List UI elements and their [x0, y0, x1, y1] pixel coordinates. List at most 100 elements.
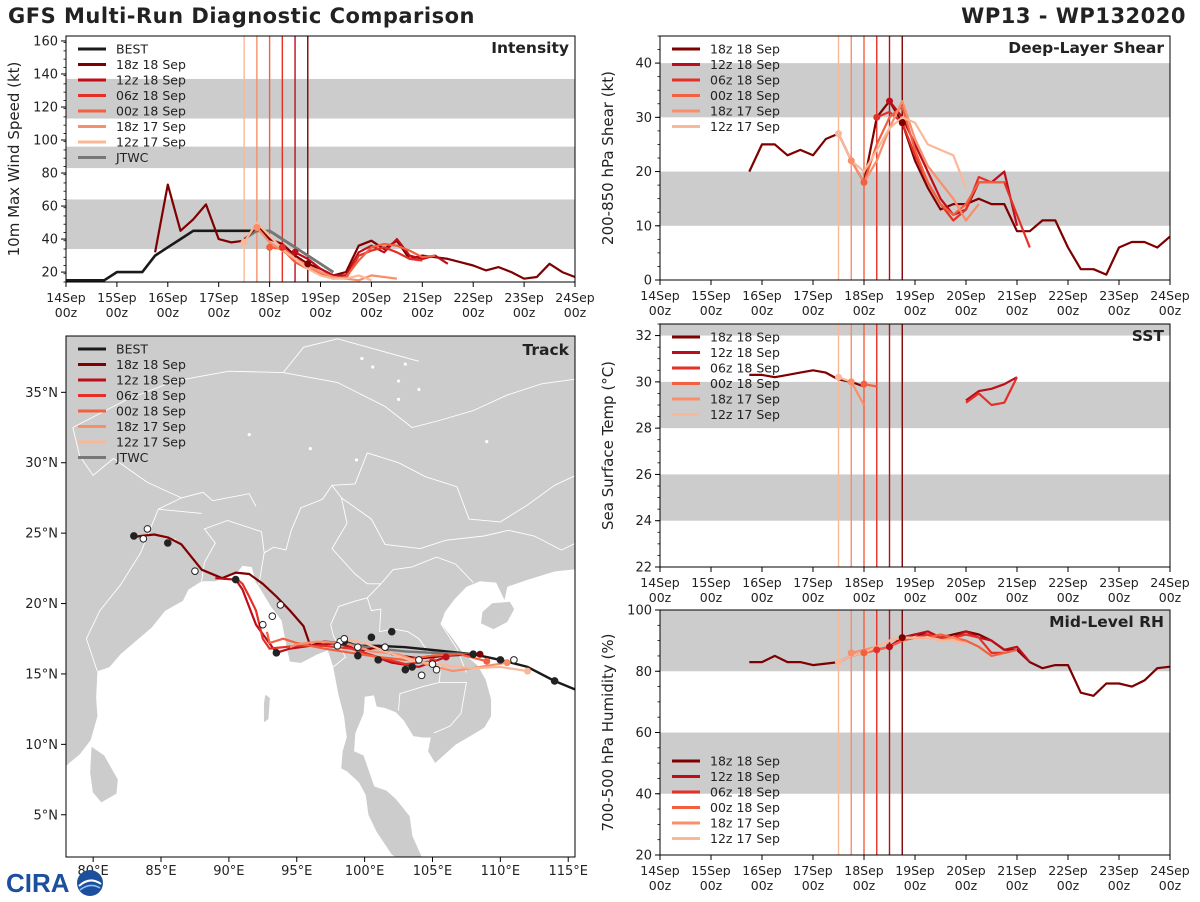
sst-xtick-label-7: 21Sep: [997, 575, 1037, 590]
rh-ytick-label-100: 100: [627, 604, 652, 619]
intensity-xtick-label-9: 23Sep: [504, 290, 544, 305]
lake-1: [417, 387, 421, 392]
intensity-xtick-sublabel-8: 00z: [462, 305, 485, 320]
sst-series-06z-18-sep: [965, 376, 1018, 407]
border-10: [331, 452, 575, 523]
rh-xtick-sublabel-0: 00z: [649, 878, 672, 893]
rh-xtick-label-0: 14Sep: [640, 863, 680, 878]
intensity-ytick-label-40: 40: [41, 233, 58, 248]
sst-init-point-00z-18-sep: [860, 380, 868, 388]
shear-panel: 01020304014Sep00z15Sep00z16Sep00z17Sep00…: [599, 35, 1190, 318]
intensity-init-point-18z-17-sep: [253, 224, 261, 232]
track-frame: [65, 335, 576, 858]
track-marker-1-10: [381, 643, 389, 651]
lake-4: [308, 447, 312, 451]
track-marker-1-1: [139, 534, 148, 543]
rh-xtick-label-2: 16Sep: [742, 863, 782, 878]
track-marker-0-1: [496, 656, 505, 664]
sst-legend-label-18z-17-sep: 18z 17 Sep: [710, 392, 780, 407]
shear-band-1: [660, 63, 1170, 118]
rh-ylabel: 700-500 hPa Humidity (%): [599, 633, 617, 831]
rh-xtick-sublabel-2: 00z: [751, 878, 774, 893]
track-marker-0-8: [408, 663, 416, 671]
track-marker-1-11: [428, 660, 437, 668]
intensity-title: Intensity: [491, 39, 569, 57]
shear-legend-label-12z-18-sep: 12z 18 Sep: [710, 57, 780, 72]
sst-series-12z-18-sep: [965, 376, 1018, 402]
shear-legend-label-00z-18-sep: 00z 18 Sep: [710, 88, 780, 103]
track-marker-0-4: [374, 656, 382, 664]
track-ytick-label-15: 15°N: [25, 667, 58, 682]
rh-xtick-sublabel-7: 00z: [1006, 878, 1029, 893]
sst-band-0: [660, 474, 1170, 521]
intensity-xtick-sublabel-0: 00z: [55, 305, 78, 320]
rh-xtick-label-6: 20Sep: [946, 863, 986, 878]
track-ytick-label-5: 5°N: [34, 808, 59, 823]
track-marker-1-9: [333, 641, 342, 650]
rh-band-1: [660, 610, 1170, 672]
rh-legend-label-12z-17-sep: 12z 17 Sep: [710, 831, 780, 846]
sst-xtick-label-6: 20Sep: [946, 575, 986, 590]
shear-series-00z-18-sep: [862, 105, 1005, 216]
lake-8: [371, 365, 375, 369]
track-marker-1-4: [276, 601, 285, 609]
border-2: [380, 556, 474, 585]
rh-xtick-label-8: 22Sep: [1048, 863, 1088, 878]
shear-xtick-label-1: 15Sep: [691, 288, 731, 303]
intensity-xtick-sublabel-2: 00z: [157, 305, 180, 320]
rh-xtick-sublabel-6: 00z: [955, 878, 978, 893]
track-marker-0-12: [164, 539, 172, 547]
track-init-point-12z-18-sep: [442, 653, 450, 661]
lake-0: [403, 362, 407, 366]
intensity-legend-label-12z-18-sep: 12z 18 Sep: [116, 73, 186, 88]
shear-xtick-sublabel-2: 00z: [751, 303, 774, 318]
lake-7: [189, 589, 193, 593]
shear-xtick-label-3: 17Sep: [793, 288, 833, 303]
sst-init-point-12z-17-sep: [835, 373, 842, 381]
intensity-xtick-sublabel-10: 00z: [564, 305, 587, 320]
track-marker-1-15: [510, 656, 518, 664]
rh-legend-label-00z-18-sep: 00z 18 Sep: [710, 800, 780, 815]
sst-xtick-sublabel-6: 00z: [955, 590, 978, 605]
track-ytick-label-25: 25°N: [25, 527, 58, 542]
intensity-ytick-label-160: 160: [33, 34, 58, 49]
intensity-xtick-label-3: 17Sep: [199, 290, 239, 305]
track-init-point-00z-18-sep: [483, 657, 491, 665]
sst-xtick-sublabel-10: 00z: [1159, 590, 1182, 605]
intensity-band-0: [66, 199, 575, 249]
logo-text: CIRA: [6, 868, 70, 898]
sst-legend-label-12z-18-sep: 12z 18 Sep: [710, 345, 780, 360]
rh-legend-label-18z-17-sep: 18z 17 Sep: [710, 816, 780, 831]
intensity-xtick-sublabel-1: 00z: [106, 305, 129, 320]
sst-xtick-label-9: 23Sep: [1099, 575, 1139, 590]
rh-legend-label-18z-18-sep: 18z 18 Sep: [710, 754, 780, 769]
intensity-ytick-label-20: 20: [41, 266, 58, 281]
intensity-series-12z-17-sep: [243, 221, 372, 282]
shear-xtick-label-9: 23Sep: [1099, 288, 1139, 303]
border-5: [440, 623, 467, 673]
shear-xtick-label-7: 21Sep: [997, 288, 1037, 303]
track-series-12z-18-sep: [215, 577, 447, 669]
track-marker-0-2: [469, 650, 478, 659]
sst-ytick-label-28: 28: [635, 422, 652, 437]
lake-11: [360, 356, 364, 361]
border-8: [158, 491, 257, 510]
sst-xtick-label-10: 24Sep: [1150, 575, 1190, 590]
track-xtick-label-85: 85°E: [145, 864, 176, 879]
sst-xtick-label-0: 14Sep: [640, 575, 680, 590]
sst-xtick-label-5: 19Sep: [895, 575, 935, 590]
shear-init-point-06z-18-sep: [873, 113, 881, 121]
intensity-xtick-sublabel-4: 00z: [258, 305, 281, 320]
sst-xtick-sublabel-3: 00z: [802, 590, 825, 605]
sst-init-point-18z-17-sep: [847, 378, 855, 386]
land-hainan: [481, 601, 515, 630]
intensity-init-point-00z-18-sep: [266, 243, 274, 251]
track-init-point-18z-17-sep: [503, 659, 511, 667]
lake-3: [485, 440, 489, 444]
border-9: [72, 427, 182, 499]
track-legend-label-00z-18-sep: 00z 18 Sep: [116, 404, 186, 419]
cira-logo: CIRA: [4, 866, 108, 898]
track-marker-0-9: [367, 633, 376, 642]
sst-xtick-sublabel-7: 00z: [1006, 590, 1029, 605]
